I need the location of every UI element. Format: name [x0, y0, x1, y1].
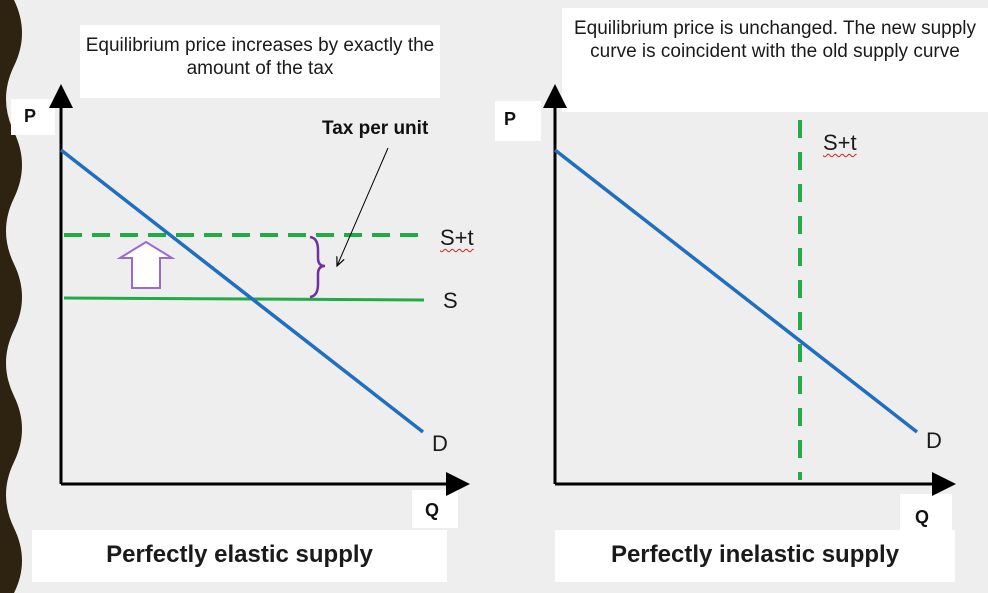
right-demand-label: D	[926, 428, 942, 453]
tax-brace-icon	[309, 235, 326, 299]
left-caption-box: Equilibrium price increases by exactly t…	[80, 25, 440, 98]
right-y-axis-label-box: P	[495, 101, 541, 141]
tax-per-unit-label: Tax per unit	[322, 118, 429, 139]
right-demand-curve	[553, 148, 919, 434]
left-demand-curve	[59, 148, 425, 434]
right-y-axis-label: P	[504, 109, 517, 129]
right-title: Perfectly inelastic supply	[610, 541, 900, 568]
left-supply-taxed-label: S+t	[440, 225, 474, 250]
left-y-axis-label-box: P	[11, 99, 55, 135]
right-caption-box: Equilibrium price is unchanged. The new …	[562, 8, 988, 112]
left-y-axis-label: P	[24, 106, 37, 126]
left-demand-label: D	[432, 431, 448, 456]
left-caption-text: Equilibrium price increases by exactly t…	[85, 35, 435, 79]
right-title-box: Perfectly inelastic supply	[555, 530, 955, 582]
left-x-axis-label-box: Q	[412, 490, 458, 528]
right-x-axis-label: Q	[915, 507, 930, 527]
right-caption-text: Equilibrium price is unchanged. The new …	[573, 18, 977, 62]
tax-pointer-line	[337, 147, 389, 266]
left-title-box: Perfectly elastic supply	[32, 530, 447, 582]
left-supply-curve	[63, 296, 425, 302]
up-arrow-icon	[116, 240, 176, 289]
right-supply-taxed-label: S+t	[823, 130, 857, 155]
right-x-axis-label-box: Q	[900, 494, 952, 534]
left-title: Perfectly elastic supply	[106, 541, 373, 568]
left-x-axis-label: Q	[425, 500, 440, 520]
wavy-border-decoration	[0, 0, 22, 593]
left-supply-label: S	[443, 288, 458, 313]
